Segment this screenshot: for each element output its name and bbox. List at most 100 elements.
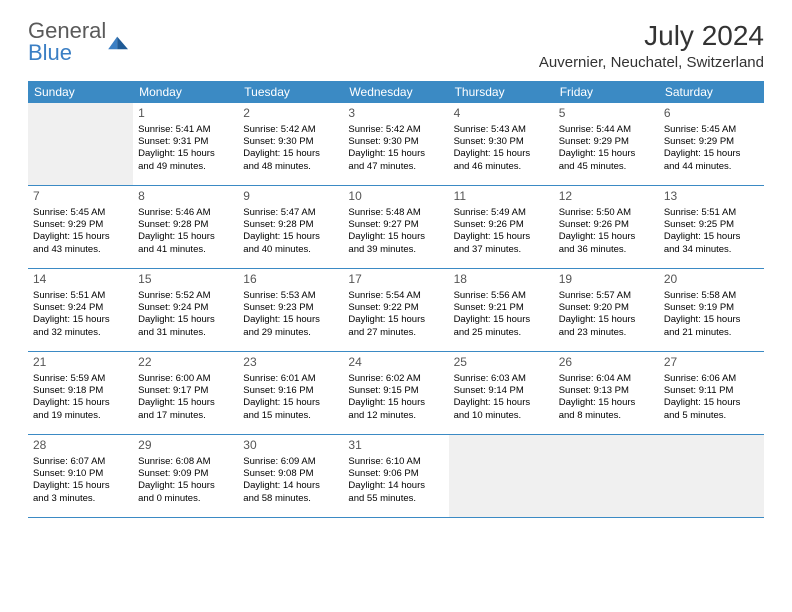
day-cell: 16Sunrise: 5:53 AMSunset: 9:23 PMDayligh… [238,269,343,351]
day-number: 20 [664,272,759,288]
sunset-text: Sunset: 9:23 PM [243,302,338,314]
daylight1-text: Daylight: 15 hours [664,397,759,409]
sunset-text: Sunset: 9:28 PM [243,219,338,231]
day-number: 3 [348,106,443,122]
day-cell: 22Sunrise: 6:00 AMSunset: 9:17 PMDayligh… [133,352,238,434]
daylight1-text: Daylight: 15 hours [33,231,128,243]
daylight1-text: Daylight: 15 hours [454,397,549,409]
day-cell: 31Sunrise: 6:10 AMSunset: 9:06 PMDayligh… [343,435,448,517]
sunrise-text: Sunrise: 5:41 AM [138,124,233,136]
weekday-header-row: SundayMondayTuesdayWednesdayThursdayFrid… [28,81,764,103]
daylight2-text: and 10 minutes. [454,410,549,422]
weekday-header: Saturday [659,81,764,103]
daylight2-text: and 41 minutes. [138,244,233,256]
sunrise-text: Sunrise: 6:03 AM [454,373,549,385]
day-number: 15 [138,272,233,288]
day-cell: 5Sunrise: 5:44 AMSunset: 9:29 PMDaylight… [554,103,659,185]
day-cell: 23Sunrise: 6:01 AMSunset: 9:16 PMDayligh… [238,352,343,434]
daylight1-text: Daylight: 15 hours [33,480,128,492]
day-number: 12 [559,189,654,205]
day-number: 27 [664,355,759,371]
sunset-text: Sunset: 9:08 PM [243,468,338,480]
daylight2-text: and 5 minutes. [664,410,759,422]
day-cell: 14Sunrise: 5:51 AMSunset: 9:24 PMDayligh… [28,269,133,351]
daylight1-text: Daylight: 15 hours [559,314,654,326]
sunrise-text: Sunrise: 5:53 AM [243,290,338,302]
day-number: 1 [138,106,233,122]
week-row: 21Sunrise: 5:59 AMSunset: 9:18 PMDayligh… [28,352,764,435]
daylight1-text: Daylight: 15 hours [348,397,443,409]
calendar: SundayMondayTuesdayWednesdayThursdayFrid… [28,81,764,518]
sunset-text: Sunset: 9:31 PM [138,136,233,148]
day-cell: 8Sunrise: 5:46 AMSunset: 9:28 PMDaylight… [133,186,238,268]
logo: General Blue [28,20,130,64]
day-cell: 30Sunrise: 6:09 AMSunset: 9:08 PMDayligh… [238,435,343,517]
sunrise-text: Sunrise: 6:09 AM [243,456,338,468]
daylight2-text: and 21 minutes. [664,327,759,339]
daylight2-text: and 39 minutes. [348,244,443,256]
daylight1-text: Daylight: 15 hours [454,314,549,326]
daylight1-text: Daylight: 15 hours [138,397,233,409]
sunrise-text: Sunrise: 5:51 AM [33,290,128,302]
daylight1-text: Daylight: 15 hours [138,231,233,243]
sunset-text: Sunset: 9:30 PM [243,136,338,148]
sunrise-text: Sunrise: 5:59 AM [33,373,128,385]
day-number: 25 [454,355,549,371]
day-number: 5 [559,106,654,122]
daylight2-text: and 8 minutes. [559,410,654,422]
daylight1-text: Daylight: 15 hours [243,397,338,409]
sunrise-text: Sunrise: 5:47 AM [243,207,338,219]
daylight1-text: Daylight: 14 hours [348,480,443,492]
sunrise-text: Sunrise: 5:56 AM [454,290,549,302]
sunset-text: Sunset: 9:10 PM [33,468,128,480]
sunset-text: Sunset: 9:30 PM [454,136,549,148]
sunset-text: Sunset: 9:25 PM [664,219,759,231]
day-cell: 17Sunrise: 5:54 AMSunset: 9:22 PMDayligh… [343,269,448,351]
daylight1-text: Daylight: 15 hours [348,314,443,326]
sunset-text: Sunset: 9:06 PM [348,468,443,480]
day-cell: 21Sunrise: 5:59 AMSunset: 9:18 PMDayligh… [28,352,133,434]
day-cell: 24Sunrise: 6:02 AMSunset: 9:15 PMDayligh… [343,352,448,434]
daylight1-text: Daylight: 15 hours [243,231,338,243]
sunset-text: Sunset: 9:14 PM [454,385,549,397]
day-number: 26 [559,355,654,371]
sunrise-text: Sunrise: 5:45 AM [33,207,128,219]
day-number: 8 [138,189,233,205]
sunrise-text: Sunrise: 6:02 AM [348,373,443,385]
day-number: 6 [664,106,759,122]
logo-text-block: General Blue [28,20,106,64]
sunrise-text: Sunrise: 6:07 AM [33,456,128,468]
sunset-text: Sunset: 9:29 PM [664,136,759,148]
daylight1-text: Daylight: 15 hours [664,148,759,160]
daylight2-text: and 58 minutes. [243,493,338,505]
daylight2-text: and 37 minutes. [454,244,549,256]
daylight2-text: and 45 minutes. [559,161,654,173]
day-number: 14 [33,272,128,288]
day-number: 2 [243,106,338,122]
weekday-header: Thursday [449,81,554,103]
sunrise-text: Sunrise: 5:51 AM [664,207,759,219]
daylight1-text: Daylight: 15 hours [559,148,654,160]
sunset-text: Sunset: 9:11 PM [664,385,759,397]
sunrise-text: Sunrise: 6:01 AM [243,373,338,385]
weekday-header: Sunday [28,81,133,103]
daylight2-text: and 15 minutes. [243,410,338,422]
daylight2-text: and 27 minutes. [348,327,443,339]
day-number: 16 [243,272,338,288]
header: General Blue July 2024 Auvernier, Neucha… [28,20,764,71]
sunrise-text: Sunrise: 5:52 AM [138,290,233,302]
title-block: July 2024 Auvernier, Neuchatel, Switzerl… [539,20,764,71]
empty-cell [659,435,764,517]
daylight1-text: Daylight: 15 hours [559,231,654,243]
day-cell: 19Sunrise: 5:57 AMSunset: 9:20 PMDayligh… [554,269,659,351]
sunrise-text: Sunrise: 6:04 AM [559,373,654,385]
sunrise-text: Sunrise: 5:48 AM [348,207,443,219]
day-cell: 10Sunrise: 5:48 AMSunset: 9:27 PMDayligh… [343,186,448,268]
sunset-text: Sunset: 9:26 PM [454,219,549,231]
weekday-header: Friday [554,81,659,103]
sunset-text: Sunset: 9:22 PM [348,302,443,314]
daylight2-text: and 40 minutes. [243,244,338,256]
logo-line1: General [28,20,106,42]
day-cell: 18Sunrise: 5:56 AMSunset: 9:21 PMDayligh… [449,269,554,351]
day-cell: 29Sunrise: 6:08 AMSunset: 9:09 PMDayligh… [133,435,238,517]
